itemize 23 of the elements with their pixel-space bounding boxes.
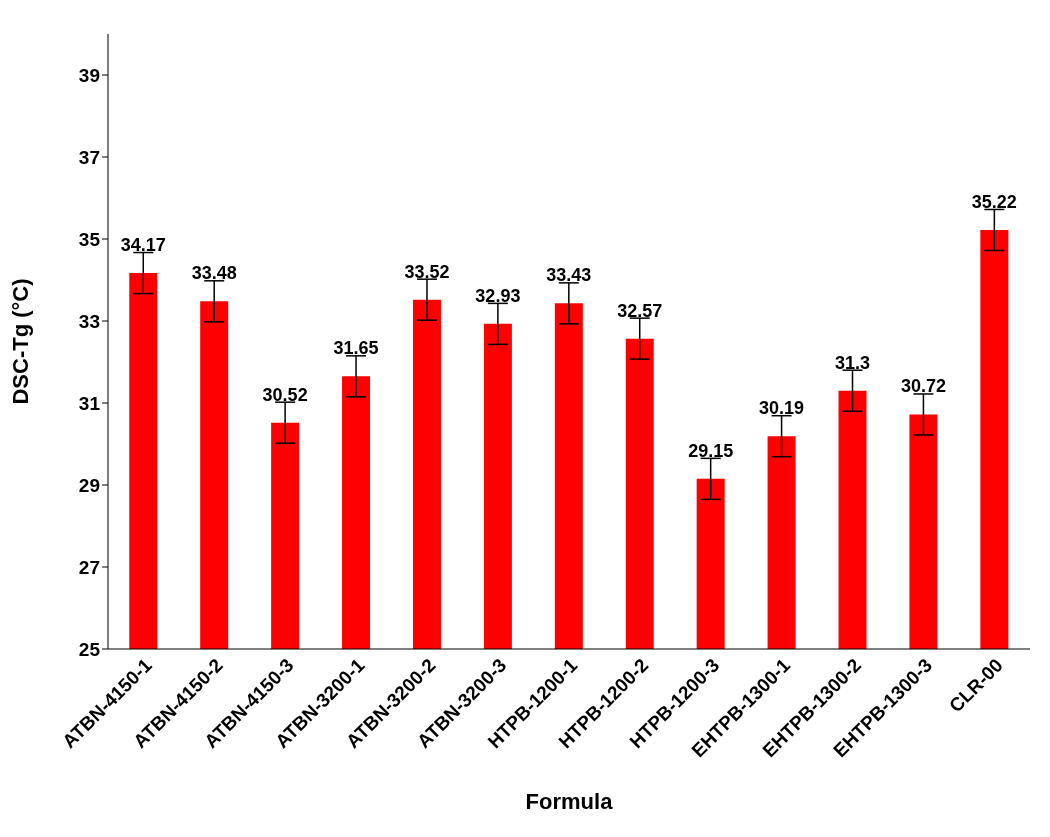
y-tick-label: 35 <box>78 228 101 250</box>
data-label: 32.93 <box>475 285 521 306</box>
data-label: 31.3 <box>834 352 871 373</box>
data-label: 30.52 <box>262 384 308 405</box>
y-tick-label: 39 <box>78 64 100 86</box>
data-label: 35.22 <box>971 191 1017 212</box>
y-tick-label: 31 <box>78 392 101 414</box>
y-tick-label: 33 <box>78 310 100 332</box>
data-label: 33.43 <box>546 265 592 286</box>
data-label: 29.15 <box>688 440 734 461</box>
y-tick-label: 29 <box>78 474 100 496</box>
y-tick-label: 37 <box>78 146 100 168</box>
y-tick-label: 27 <box>78 556 100 578</box>
data-label: 34.17 <box>120 235 166 256</box>
data-label: 33.48 <box>191 263 237 284</box>
x-axis-title: Formula <box>525 789 614 814</box>
data-label: 33.52 <box>404 261 450 282</box>
y-axis-title: DSC-Tg (°C) <box>7 278 33 405</box>
data-label: 30.19 <box>759 398 805 419</box>
data-label: 32.57 <box>617 300 663 321</box>
data-label: 30.72 <box>900 376 946 397</box>
data-label: 31.65 <box>333 338 379 359</box>
y-tick-label: 25 <box>78 638 101 660</box>
